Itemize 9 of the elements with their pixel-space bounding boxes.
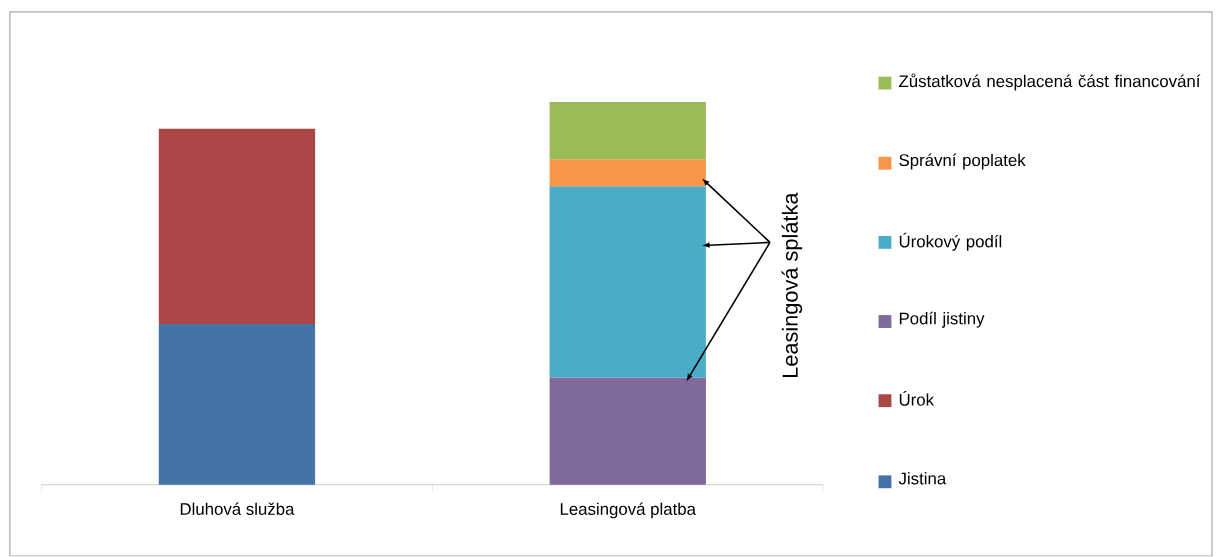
x-tick-label: Leasingová platba bbox=[560, 502, 696, 519]
annotation: Leasingová splátka bbox=[781, 192, 803, 378]
legend-label: Podíl jistiny bbox=[899, 312, 985, 328]
legend-label: Úrokový podíl bbox=[899, 232, 1002, 251]
x-tick-label: Dluhová služba bbox=[180, 502, 295, 516]
legend-label: Úrok bbox=[899, 391, 935, 406]
legend-label: Jistina bbox=[898, 472, 947, 485]
legend-label: Zůstatková nesplacená část financování bbox=[899, 73, 1201, 91]
legend-label: Správní poplatek bbox=[899, 153, 1026, 170]
